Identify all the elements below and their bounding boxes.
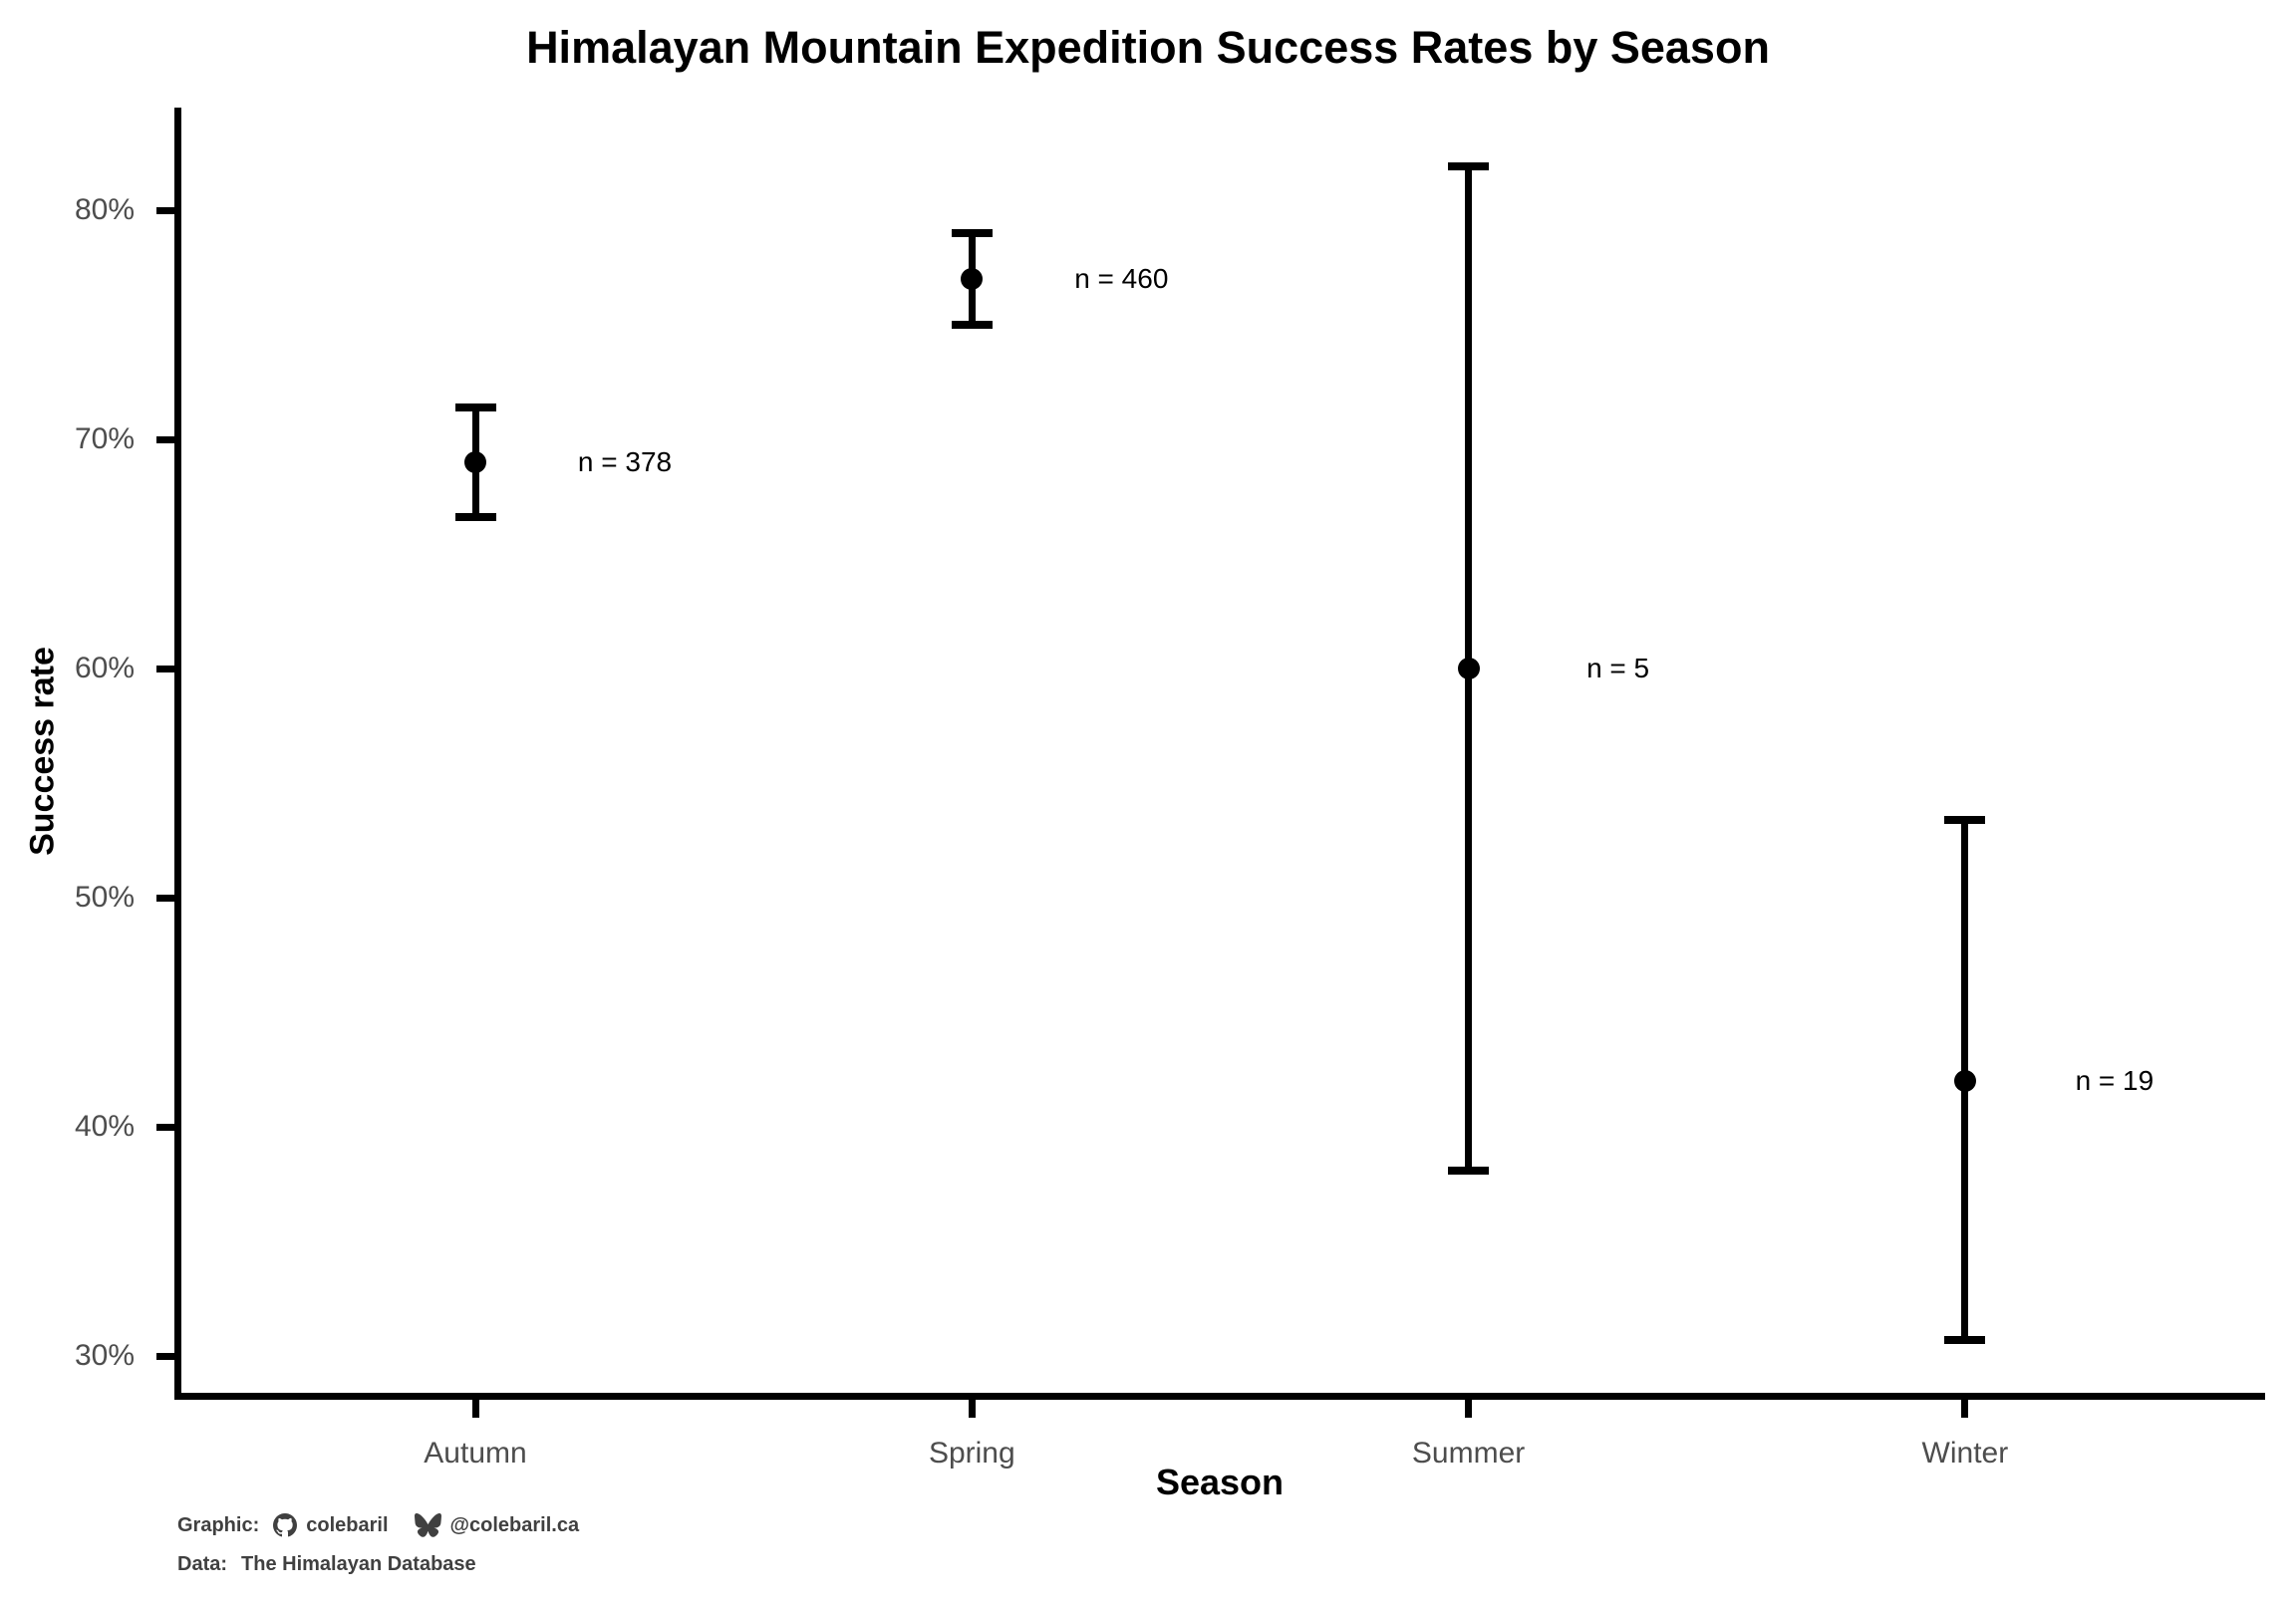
error-bar-cap-bottom [951, 321, 993, 329]
y-axis-tick [156, 435, 174, 443]
bluesky-butterfly-icon [414, 1513, 441, 1537]
caption-data-row: Data: The Himalayan Database [177, 1549, 579, 1579]
y-tick-label: 80% [74, 193, 135, 226]
x-tick-label: Winter [1921, 1437, 2009, 1470]
sample-size-label: n = 19 [2075, 1065, 2154, 1096]
error-bar-cap-top [1448, 162, 1490, 171]
graphic-handle: @colebaril.ca [449, 1513, 580, 1536]
data-label: Data: [177, 1552, 228, 1575]
y-axis-line [174, 108, 181, 1400]
y-tick-label: 30% [74, 1339, 135, 1372]
error-bar-cap-bottom [1944, 1335, 1986, 1344]
y-axis-tick [156, 894, 174, 902]
data-point-dot [1457, 658, 1480, 679]
sample-size-label: n = 5 [1586, 653, 1650, 683]
caption-graphic-row: Graphic: colebaril @colebaril.ca [177, 1510, 579, 1540]
x-axis-title: Season [1155, 1462, 1285, 1502]
error-bar-cap-bottom [454, 513, 496, 522]
error-bar-cap-bottom [1448, 1166, 1490, 1175]
chart-title: Himalayan Mountain Expedition Success Ra… [526, 22, 1770, 73]
x-axis-tick [968, 1400, 976, 1418]
caption-footer: Graphic: colebaril @colebaril.ca Data: T… [177, 1510, 579, 1579]
graphic-author: colebaril [306, 1513, 389, 1536]
sample-size-label: n = 378 [577, 446, 673, 477]
data-point-dot [464, 451, 486, 473]
data-point-dot [961, 268, 984, 290]
x-axis-tick [1465, 1400, 1473, 1418]
x-axis-tick [471, 1400, 479, 1418]
y-axis-tick [156, 1123, 174, 1131]
y-axis-tick [156, 665, 174, 672]
y-axis-tick [156, 1352, 174, 1360]
y-axis-tick [156, 206, 174, 214]
data-source: The Himalayan Database [241, 1552, 476, 1575]
error-bar-cap-top [951, 229, 993, 237]
github-icon [273, 1513, 298, 1537]
x-tick-label: Spring [928, 1437, 1015, 1470]
y-tick-label: 70% [74, 422, 135, 455]
error-bar-cap-top [1944, 815, 1986, 824]
sample-size-label: n = 460 [1074, 263, 1169, 294]
graphic-label: Graphic: [177, 1513, 260, 1536]
x-axis-line [174, 1393, 2265, 1400]
x-axis-tick [1961, 1400, 1969, 1418]
error-bar-cap-top [454, 402, 496, 411]
data-point-dot [1953, 1070, 1976, 1092]
y-tick-label: 40% [74, 1110, 135, 1143]
y-tick-label: 60% [74, 652, 135, 684]
x-tick-label: Autumn [424, 1437, 527, 1470]
y-tick-label: 50% [74, 881, 135, 914]
x-tick-label: Summer [1411, 1437, 1526, 1470]
